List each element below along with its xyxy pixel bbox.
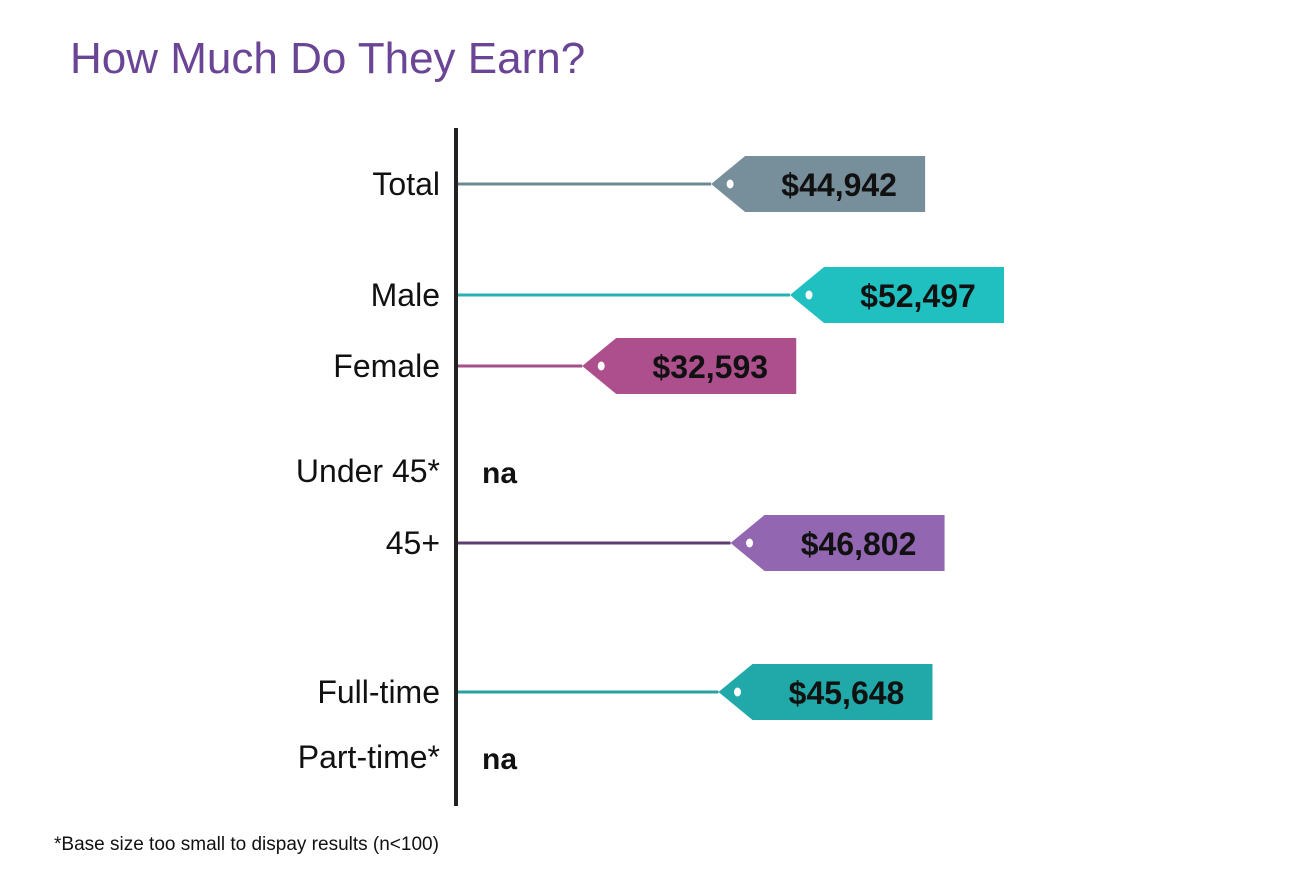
value-label: $45,648: [789, 675, 905, 711]
category-label: Under 45*: [296, 453, 440, 489]
price-tag-bar: [711, 156, 926, 212]
category-label: Total: [372, 166, 440, 202]
value-label: $46,802: [801, 526, 917, 562]
tag-hole: [734, 687, 742, 697]
category-label: Female: [333, 348, 440, 384]
na-label: na: [482, 743, 517, 776]
chart-title: How Much Do They Earn?: [70, 34, 586, 83]
na-label: na: [482, 457, 517, 490]
price-tag-bar: [790, 267, 1004, 323]
tag-hole: [597, 361, 605, 371]
category-label: Male: [371, 277, 440, 313]
price-tag-bar: [730, 515, 945, 571]
footnote: *Base size too small to dispay results (…: [54, 834, 439, 855]
tag-hole: [805, 290, 813, 300]
value-label: $52,497: [860, 278, 976, 314]
tag-hole: [726, 179, 734, 189]
category-label: 45+: [386, 525, 440, 561]
value-label: $44,942: [781, 167, 897, 203]
price-tag-bar: [718, 664, 933, 720]
value-label: $32,593: [652, 349, 768, 385]
category-label: Part-time*: [298, 739, 440, 775]
category-label: Full-time: [317, 674, 440, 710]
tag-hole: [746, 538, 754, 548]
price-tag-bar: [582, 338, 797, 394]
